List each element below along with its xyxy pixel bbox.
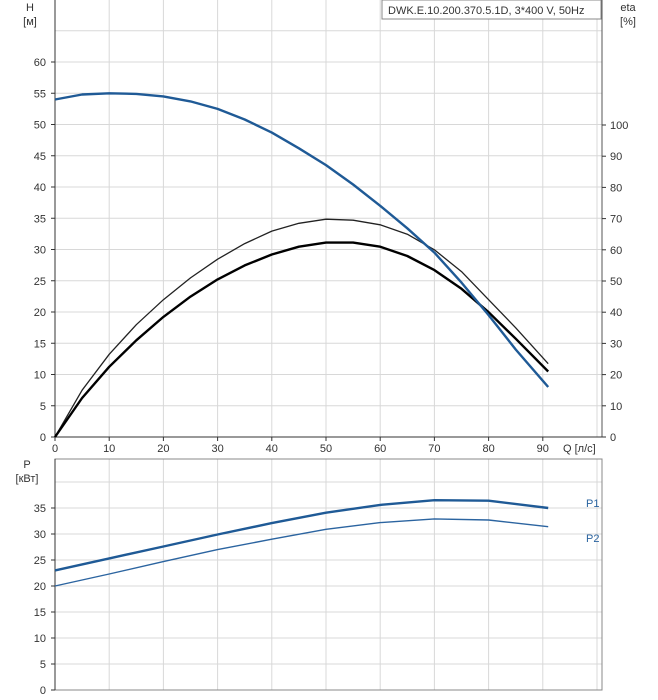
x-axis-label: Q [л/с] xyxy=(563,443,596,455)
p-y-tick-label: 25 xyxy=(34,555,46,567)
x-tick-label: 80 xyxy=(482,443,494,455)
y2-tick-label: 20 xyxy=(610,370,622,382)
h-curve xyxy=(54,92,550,388)
y2-axis-unit: [%] xyxy=(620,16,636,28)
y-tick-label: 15 xyxy=(34,338,46,350)
y-tick-label: 60 xyxy=(34,57,46,69)
x-tick-label: 70 xyxy=(428,443,440,455)
y-tick-label: 10 xyxy=(34,370,46,382)
y2-tick-label: 40 xyxy=(610,307,622,319)
eta-curve xyxy=(54,218,549,438)
x-tick-label: 0 xyxy=(52,443,58,455)
x-tick-label: 30 xyxy=(211,443,223,455)
p-plot-border xyxy=(54,458,603,691)
x-tick-label: 20 xyxy=(157,443,169,455)
p-y-tick-label: 20 xyxy=(34,581,46,593)
p-y-tick-label: 10 xyxy=(34,633,46,645)
y2-tick-label: 10 xyxy=(610,401,622,413)
p-y-tick-label: 0 xyxy=(40,685,46,697)
eta2-curve xyxy=(54,241,550,438)
y-tick-label: 35 xyxy=(34,213,46,225)
y-tick-label: 40 xyxy=(34,182,46,194)
y2-tick-label: 30 xyxy=(610,338,622,350)
p-y-tick-label: 5 xyxy=(40,659,46,671)
y-tick-label: 5 xyxy=(40,401,46,413)
title-box xyxy=(381,0,602,20)
p-y-tick-label: 35 xyxy=(34,503,46,515)
y2-tick-label: 100 xyxy=(610,120,628,132)
x-tick-label: 60 xyxy=(374,443,386,455)
p-axis-unit: [кВт] xyxy=(16,473,39,485)
p-y-tick-label: 30 xyxy=(34,529,46,541)
y-tick-label: 55 xyxy=(34,88,46,100)
p-axis-label: P xyxy=(23,459,30,471)
y-tick-label: 20 xyxy=(34,307,46,319)
y2-tick-label: 60 xyxy=(610,245,622,257)
y2-tick-label: 80 xyxy=(610,182,622,194)
x-tick-label: 50 xyxy=(320,443,332,455)
p1-legend-label: P1 xyxy=(586,498,599,510)
y-tick-label: 25 xyxy=(34,276,46,288)
y2-axis-label: eta xyxy=(620,2,636,14)
p-y-tick-label: 15 xyxy=(34,607,46,619)
y-axis-label: H xyxy=(26,2,34,14)
y2-tick-label: 90 xyxy=(610,151,622,163)
y-tick-label: 45 xyxy=(34,151,46,163)
chart-title: DWK.E.10.200.370.5.1D, 3*400 V, 50Hz xyxy=(388,5,585,17)
y2-tick-label: 0 xyxy=(610,432,616,444)
p2-legend-label: P2 xyxy=(586,533,599,545)
p2-curve xyxy=(54,518,549,587)
y2-tick-label: 50 xyxy=(610,276,622,288)
x-tick-label: 10 xyxy=(103,443,115,455)
y-tick-label: 50 xyxy=(34,120,46,132)
y-axis-unit: [м] xyxy=(23,16,37,28)
y2-tick-label: 70 xyxy=(610,214,622,226)
y-tick-label: 0 xyxy=(40,432,46,444)
y-tick-label: 30 xyxy=(34,245,46,257)
x-tick-label: 40 xyxy=(266,443,278,455)
x-tick-label: 90 xyxy=(537,443,549,455)
p1-curve xyxy=(54,499,549,572)
